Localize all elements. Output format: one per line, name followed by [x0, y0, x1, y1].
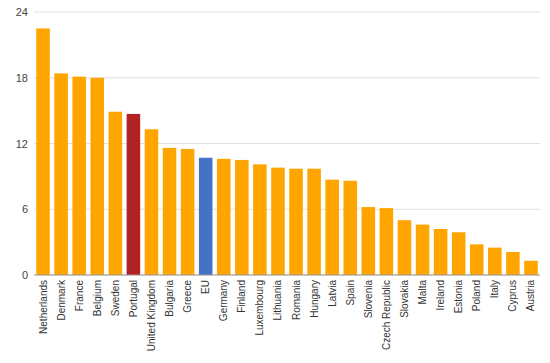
x-tick-label: Netherlands [38, 280, 49, 334]
x-tick-label: United Kingdom [146, 280, 157, 351]
x-tick-label: EU [200, 280, 211, 294]
bar [145, 129, 159, 275]
bar [54, 73, 68, 275]
x-axis-line [34, 275, 540, 276]
x-tick-label: Ireland [435, 280, 446, 311]
y-tick-label: 6 [22, 203, 28, 215]
x-tick-label: Latvia [327, 280, 338, 307]
x-tick-label: Spain [345, 280, 356, 306]
x-tick-label: Romania [291, 280, 302, 320]
x-tick-label: Finland [236, 280, 247, 313]
bar [362, 207, 376, 275]
bar [217, 159, 231, 275]
bar [307, 169, 321, 275]
bar [289, 169, 303, 275]
x-tick-label: Cyprus [507, 280, 518, 312]
x-tick-label: Malta [417, 280, 428, 305]
x-tick-label: Germany [218, 280, 229, 321]
bar [524, 261, 538, 275]
x-tick-label: Greece [182, 280, 193, 313]
x-tick-label: Portugal [128, 280, 139, 317]
bar [253, 164, 267, 275]
bar [343, 181, 357, 275]
bar [90, 78, 104, 275]
x-tick-label: Slovenia [363, 280, 374, 319]
bar [506, 252, 520, 275]
bar [163, 148, 177, 275]
bar [325, 180, 339, 275]
x-tick-label: Luxembourg [254, 280, 265, 336]
bar [380, 208, 394, 275]
y-tick-label: 18 [16, 72, 28, 84]
y-tick-label: 12 [16, 138, 28, 150]
bar [181, 149, 195, 275]
x-tick-label: Hungary [309, 280, 320, 318]
x-tick-label: Estonia [453, 280, 464, 314]
bar [398, 220, 412, 275]
bar [452, 232, 466, 275]
chart: 0 6 12 18 24 Netherlands Denmark France Belgium S… [0, 0, 550, 363]
x-tick-label: Belgium [92, 280, 103, 316]
x-tick-label: Denmark [56, 279, 67, 321]
bar [36, 28, 50, 275]
bars [36, 28, 537, 275]
bar [416, 225, 430, 275]
x-tick-label: Poland [471, 280, 482, 311]
x-tick-label: Slovakia [399, 280, 410, 318]
x-tick-label: Czech Republic [381, 280, 392, 350]
grid-line [34, 12, 540, 13]
x-tick-label: Austria [525, 280, 536, 312]
grid [34, 12, 540, 275]
bar [235, 160, 249, 275]
bar [488, 248, 502, 275]
bar [109, 112, 123, 275]
bar [72, 77, 86, 275]
bar [470, 244, 484, 275]
x-tick-label: Italy [489, 280, 500, 298]
bar [434, 229, 448, 275]
bar [271, 168, 285, 275]
grid-line [34, 77, 540, 78]
bar [199, 158, 213, 275]
x-tick-label: France [74, 280, 85, 312]
y-tick-label: 0 [22, 269, 28, 281]
x-tick-label: Sweden [110, 280, 121, 316]
x-tick-label: Bulgaria [164, 280, 175, 317]
y-tick-label: 24 [16, 6, 28, 18]
grid-line [34, 275, 540, 276]
bar [127, 114, 141, 275]
x-tick-label: Lithuania [272, 280, 283, 321]
